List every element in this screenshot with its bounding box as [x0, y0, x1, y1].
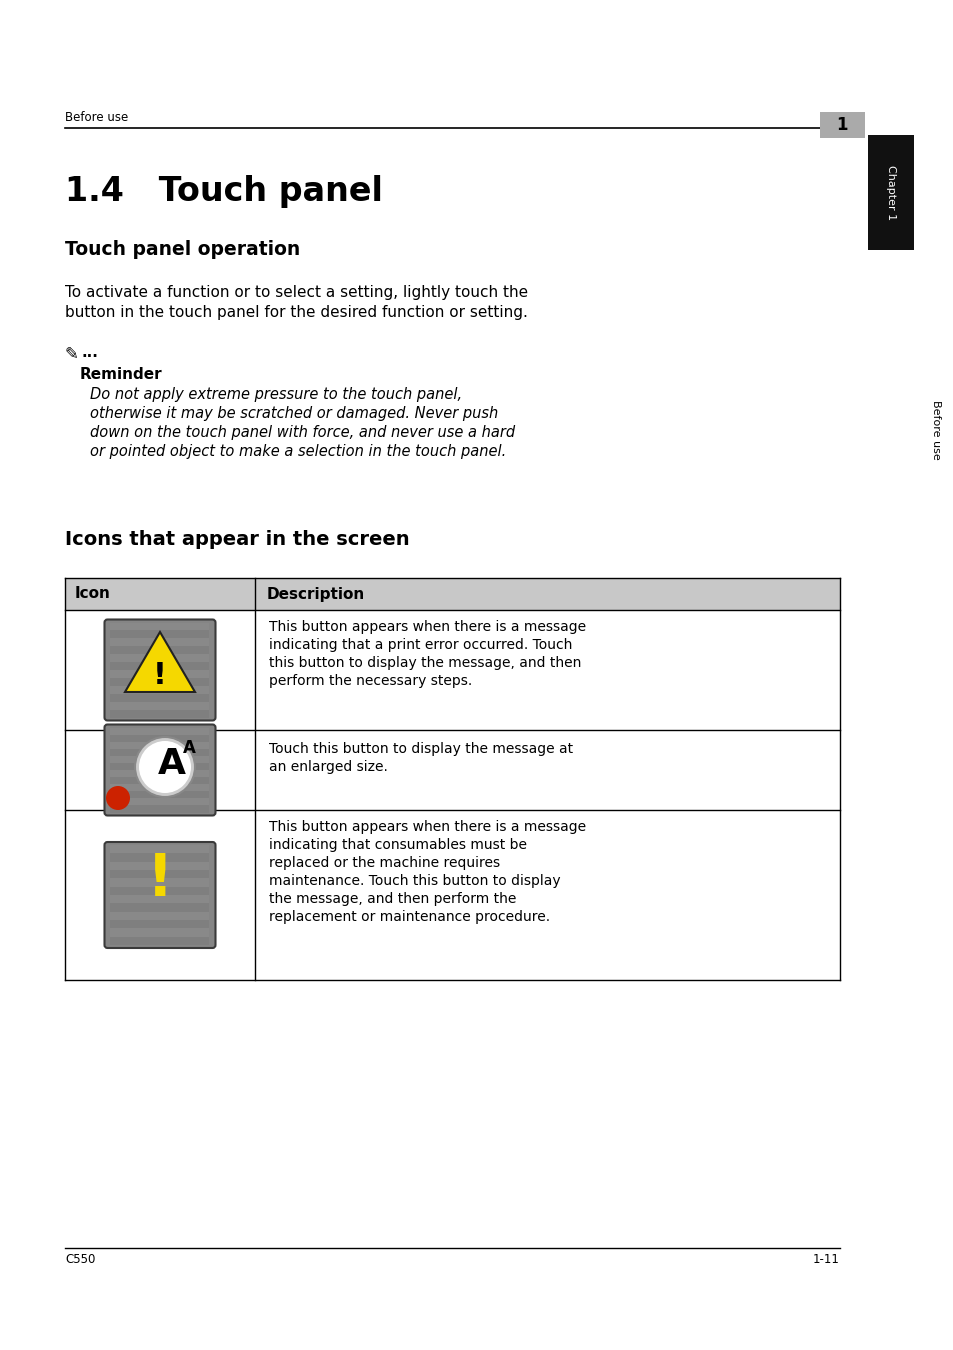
FancyBboxPatch shape	[820, 112, 864, 138]
Text: down on the touch panel with force, and never use a hard: down on the touch panel with force, and …	[90, 425, 515, 440]
Text: A: A	[158, 747, 186, 782]
Text: Icons that appear in the screen: Icons that appear in the screen	[65, 531, 409, 549]
Bar	[111, 702, 210, 710]
Bar	[111, 937, 210, 945]
Text: replacement or maintenance procedure.: replacement or maintenance procedure.	[269, 910, 550, 923]
Text: ...: ...	[82, 346, 99, 360]
Text: This button appears when there is a message: This button appears when there is a mess…	[269, 620, 585, 634]
Bar	[111, 710, 210, 717]
Bar	[111, 769, 210, 778]
Bar	[111, 879, 210, 887]
Bar	[111, 845, 210, 853]
FancyBboxPatch shape	[105, 620, 215, 721]
Bar	[111, 911, 210, 919]
Text: !: !	[152, 662, 167, 690]
Bar	[111, 749, 210, 756]
Bar	[111, 919, 210, 929]
Text: replaced or the machine requires: replaced or the machine requires	[269, 856, 499, 869]
Bar	[111, 784, 210, 791]
Circle shape	[106, 786, 130, 810]
Polygon shape	[125, 632, 194, 693]
Text: 1: 1	[836, 116, 847, 134]
Bar	[111, 903, 210, 911]
Bar	[111, 756, 210, 763]
Bar	[111, 869, 210, 879]
Bar	[111, 895, 210, 903]
Bar	[111, 741, 210, 749]
Text: perform the necessary steps.: perform the necessary steps.	[269, 674, 472, 688]
Bar	[111, 622, 210, 630]
Text: otherwise it may be scratched or damaged. Never push: otherwise it may be scratched or damaged…	[90, 406, 497, 421]
Bar	[111, 929, 210, 937]
Text: Before use: Before use	[930, 400, 940, 460]
Bar	[111, 678, 210, 686]
Bar	[111, 778, 210, 784]
Text: C550: C550	[65, 1253, 95, 1266]
Text: Do not apply extreme pressure to the touch panel,: Do not apply extreme pressure to the tou…	[90, 387, 461, 402]
Text: button in the touch panel for the desired function or setting.: button in the touch panel for the desire…	[65, 305, 527, 320]
Text: Reminder: Reminder	[80, 367, 162, 382]
Text: indicating that a print error occurred. Touch: indicating that a print error occurred. …	[269, 639, 572, 652]
Text: To activate a function or to select a setting, lightly touch the: To activate a function or to select a se…	[65, 285, 528, 300]
Bar	[111, 861, 210, 869]
Bar	[111, 853, 210, 861]
Text: Chapter 1: Chapter 1	[885, 165, 895, 220]
Circle shape	[135, 737, 194, 796]
Text: Touch panel operation: Touch panel operation	[65, 240, 300, 259]
Text: indicating that consumables must be: indicating that consumables must be	[269, 838, 526, 852]
Text: Icon: Icon	[75, 586, 111, 602]
Text: Before use: Before use	[65, 111, 128, 124]
FancyBboxPatch shape	[105, 842, 215, 948]
Text: ✎: ✎	[65, 346, 79, 363]
Bar	[111, 647, 210, 655]
Bar	[111, 734, 210, 741]
Bar	[111, 686, 210, 694]
Bar	[111, 639, 210, 647]
Text: !: !	[147, 852, 173, 909]
Text: this button to display the message, and then: this button to display the message, and …	[269, 656, 580, 670]
Bar	[111, 662, 210, 670]
Bar	[111, 630, 210, 639]
FancyBboxPatch shape	[65, 578, 840, 610]
Circle shape	[139, 741, 191, 792]
FancyBboxPatch shape	[867, 135, 913, 250]
Text: or pointed object to make a selection in the touch panel.: or pointed object to make a selection in…	[90, 444, 506, 459]
Bar	[111, 791, 210, 798]
Text: A: A	[182, 738, 195, 757]
Text: an enlarged size.: an enlarged size.	[269, 760, 388, 774]
Text: This button appears when there is a message: This button appears when there is a mess…	[269, 819, 585, 834]
Text: Touch this button to display the message at: Touch this button to display the message…	[269, 743, 573, 756]
Text: the message, and then perform the: the message, and then perform the	[269, 892, 516, 906]
Bar	[111, 728, 210, 734]
Bar	[111, 798, 210, 806]
Text: 1-11: 1-11	[812, 1253, 840, 1266]
Bar	[111, 763, 210, 769]
Bar	[111, 694, 210, 702]
Bar	[111, 655, 210, 662]
Bar	[111, 670, 210, 678]
FancyBboxPatch shape	[105, 725, 215, 815]
Text: Description: Description	[267, 586, 365, 602]
Bar	[111, 806, 210, 813]
Text: 1.4   Touch panel: 1.4 Touch panel	[65, 176, 382, 208]
Bar	[111, 887, 210, 895]
Text: maintenance. Touch this button to display: maintenance. Touch this button to displa…	[269, 873, 560, 888]
